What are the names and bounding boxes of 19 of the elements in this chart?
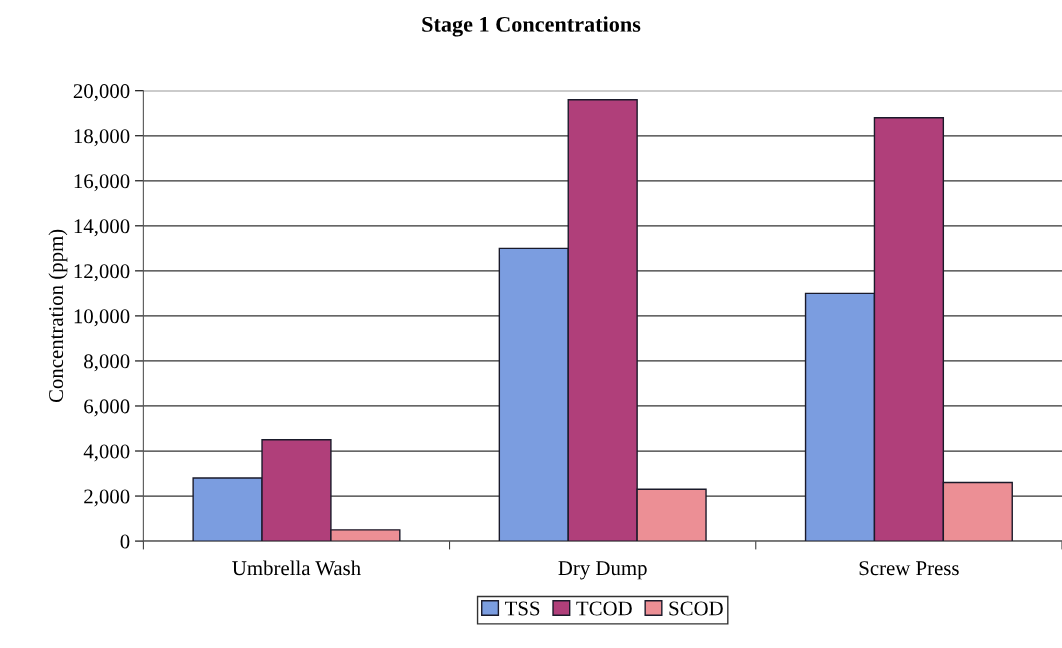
y-tick-label: 20,000 [73, 84, 130, 102]
y-tick-label: 14,000 [74, 219, 130, 237]
legend-label: TCOD [576, 601, 632, 616]
x-tick-label: Screw Press [859, 561, 959, 576]
y-tick-label: 2,000 [84, 489, 130, 507]
y-tick-label: 16,000 [74, 174, 130, 192]
y-tick-label: 0 [120, 534, 130, 549]
legend-label: SCOD [669, 601, 723, 616]
y-tick-label: 4,000 [83, 444, 130, 462]
x-tick-label: Dry Dump [558, 561, 647, 580]
x-tick-label: Umbrella Wash [232, 560, 361, 576]
chart-title: Stage 1 Concentrations [422, 16, 641, 37]
y-tick-label: 6,000 [84, 399, 130, 417]
legend-label: TSS [505, 601, 540, 616]
y-tick-label: 8,000 [84, 354, 130, 372]
y-tick-label: 18,000 [74, 129, 130, 147]
y-tick-label: 12,000 [74, 264, 130, 282]
y-axis-title: Concentration (ppm) [48, 229, 68, 403]
y-tick-label: 10,000 [74, 309, 130, 327]
